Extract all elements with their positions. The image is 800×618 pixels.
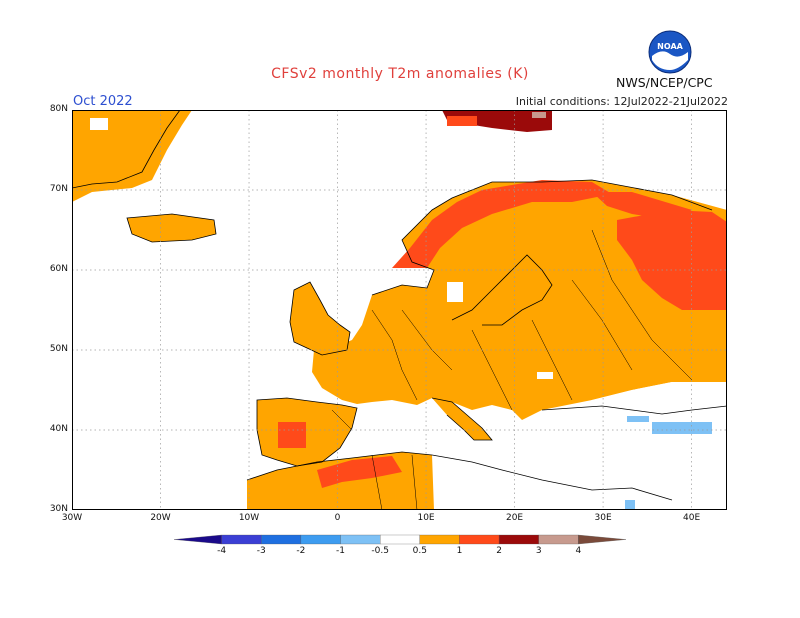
region-turkey-cool-spot [625,500,635,510]
colorbar-segment [498,534,539,545]
region-maghreb-hotspot [317,456,402,488]
region-greenland-gap [90,118,108,130]
colorbar-segment [419,534,460,545]
region-british-isles [290,282,350,355]
colorbar-segment [578,534,627,545]
colorbar-label: 0.5 [412,546,427,556]
colorbar-label: -3 [256,546,266,556]
region-svalbard [442,110,552,132]
region-iberia [257,398,357,466]
coastlines [72,110,727,501]
region-turkey-neutral [522,382,727,510]
colorbar-segment [380,534,420,545]
noaa-logo: NOAA [648,30,692,78]
region-svalbard-red [447,116,477,126]
colorbar-segment [340,534,381,545]
region-nw-russia-hotspot [592,192,692,220]
anomaly-shading [72,110,727,510]
latitude-label: 60N [49,264,68,274]
longitude-label: 30E [594,513,612,523]
colorbar-segment [459,534,500,545]
colorbar-label: -1 [336,546,346,556]
colorbar-label: 1 [456,546,463,556]
latitude-label: 30N [49,504,68,514]
region-greenland [72,110,192,202]
colorbar-label: 4 [575,546,582,556]
colorbar-segment [221,534,262,545]
longitude-label: 40E [683,513,701,523]
region-russia-hotspot [617,210,727,310]
longitude-label: 20W [150,513,171,523]
region-norway-hotspot [392,180,612,268]
colorbar-label: -2 [296,546,306,556]
region-baltic-gap [447,282,463,302]
colorbar-label: 2 [496,546,502,556]
latitude-label: 50N [49,344,68,354]
latitude-label: 70N [49,184,68,194]
colorbar-segment [538,534,579,545]
colorbar [170,530,630,564]
colorbar-label: 3 [535,546,542,556]
longitude-label: 30W [61,513,83,523]
region-svalbard-brown [532,112,546,118]
region-caucasus-cool [652,422,712,434]
valid-month: Oct 2022 [73,94,133,109]
colorbar-label: -0.5 [371,546,389,556]
region-spain-hotspot [278,422,306,448]
longitude-label: 0 [334,513,341,523]
longitude-label: 10W [238,513,260,523]
logo-text: NOAA [657,42,683,51]
agency-label: NWS/NCEP/CPC [616,75,713,90]
region-iceland [127,214,216,242]
latitude-label: 40N [49,424,68,434]
graticule [72,110,727,510]
colorbar-segment [300,534,341,545]
initial-conditions: Initial conditions: 12Jul2022-21Jul2022 [515,95,728,108]
region-balkan-gap [537,372,553,379]
region-caucasus-cool-2 [627,416,649,422]
longitude-label: 20E [505,513,524,523]
colorbar-svg [173,534,627,545]
map-frame [72,110,727,510]
colorbar-segment [261,534,302,545]
colorbar-segment [173,534,222,545]
colorbar-label: -4 [217,546,227,556]
region-italy [432,398,492,440]
longitude-label: 10E [417,513,435,523]
map-canvas [72,110,727,510]
anomaly-map [72,110,727,514]
latitude-label: 80N [49,104,68,114]
map-title: CFSv2 monthly T2m anomalies (K) [271,66,529,82]
